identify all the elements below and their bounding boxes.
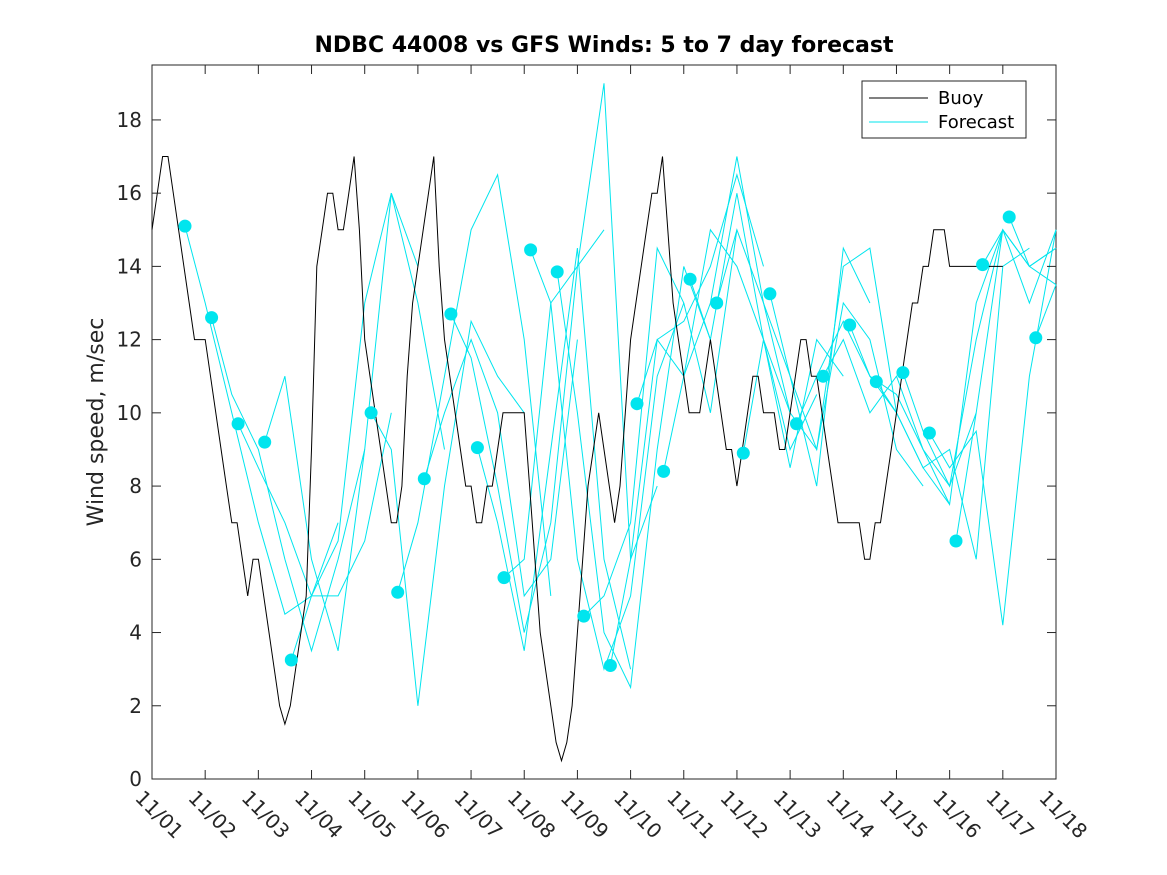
forecast-line-30 [1035, 284, 1057, 338]
forecast-marker-17 [683, 272, 697, 286]
forecast-line-12 [556, 266, 711, 690]
buoy-line-group [151, 156, 1003, 763]
x-tick-label-4: 11/05 [343, 786, 401, 844]
y-tick-label-6: 12 [117, 328, 142, 352]
x-tick-label-3: 11/04 [290, 786, 348, 844]
forecast-marker-26 [922, 426, 936, 440]
x-tick-label-8: 11/09 [556, 786, 614, 844]
forecast-markers [178, 210, 1043, 672]
forecast-marker-22 [816, 369, 830, 383]
y-tick-label-2: 4 [129, 621, 142, 645]
y-axis-ticks: 0 2 4 6 8 10 12 14 16 18 [117, 108, 1056, 791]
forecast-line-11 [530, 249, 685, 671]
x-tick-label-16: 11/17 [981, 786, 1039, 844]
x-tick-label-7: 11/08 [503, 786, 561, 844]
forecast-line-1 [211, 317, 366, 653]
forecast-line-14 [609, 173, 764, 666]
forecast-marker-9 [470, 441, 484, 455]
forecast-marker-2 [231, 417, 245, 431]
y-tick-label-5: 10 [117, 401, 142, 425]
forecast-marker-8 [444, 307, 458, 321]
chart-title: NDBC 44008 vs GFS Winds: 5 to 7 day fore… [315, 33, 894, 58]
forecast-marker-13 [577, 609, 591, 623]
forecast-line-23 [849, 229, 1004, 507]
forecast-marker-16 [657, 464, 671, 478]
forecast-marker-12 [550, 265, 564, 279]
forecast-line-6 [397, 173, 552, 596]
y-tick-label-9: 18 [117, 108, 142, 132]
forecast-marker-4 [284, 653, 298, 667]
axes-box [151, 64, 1057, 780]
forecast-marker-7 [417, 472, 431, 486]
y-tick-label-3: 6 [129, 547, 142, 571]
x-tick-label-0: 11/01 [130, 786, 188, 844]
forecast-marker-21 [790, 417, 803, 431]
forecast-marker-24 [869, 375, 883, 389]
forecast-marker-25 [896, 366, 910, 380]
y-axis-label: Wind speed, m/sec [84, 318, 109, 527]
forecast-marker-6 [391, 585, 405, 599]
forecast-marker-1 [205, 311, 219, 325]
y-tick-label-0: 0 [129, 767, 142, 791]
forecast-marker-3 [258, 435, 272, 449]
forecast-lines [184, 83, 1057, 706]
legend: Buoy Forecast [861, 80, 1027, 139]
forecast-marker-11 [524, 243, 538, 257]
forecast-line-20 [769, 293, 924, 487]
x-tick-label-15: 11/16 [928, 786, 986, 844]
x-tick-label-10: 11/11 [662, 786, 720, 844]
legend-buoy-label: Buoy [938, 88, 984, 109]
forecast-line-26 [928, 229, 1057, 626]
forecast-line-13 [583, 229, 738, 617]
forecast-line-9 [476, 248, 632, 670]
forecast-line-7 [423, 338, 578, 598]
x-tick-label-5: 11/06 [396, 786, 454, 844]
forecast-line-4 [290, 193, 445, 661]
x-tick-label-1: 11/02 [184, 786, 242, 844]
legend-forecast-label: Forecast [938, 112, 1014, 133]
forecast-marker-10 [497, 571, 511, 585]
forecast-marker-30 [1029, 331, 1043, 345]
x-tick-label-2: 11/03 [237, 786, 295, 844]
x-tick-label-13: 11/14 [822, 786, 880, 844]
y-tick-label-8: 16 [117, 181, 142, 205]
y-tick-label-7: 14 [117, 254, 142, 278]
forecast-marker-0 [178, 219, 192, 233]
y-tick-label-1: 2 [129, 694, 142, 718]
y-tick-label-4: 8 [129, 474, 142, 498]
x-tick-label-17: 11/18 [1034, 786, 1092, 844]
forecast-marker-15 [630, 397, 644, 411]
forecast-line-28 [982, 228, 1057, 305]
buoy-line [151, 156, 1003, 763]
forecast-marker-27 [949, 534, 963, 548]
x-tick-label-9: 11/10 [609, 786, 667, 844]
x-tick-label-6: 11/07 [450, 786, 508, 844]
legend-box [861, 80, 1027, 139]
forecast-marker-18 [710, 296, 724, 310]
forecast-marker-19 [736, 446, 750, 460]
forecast-marker-28 [976, 258, 990, 272]
forecast-line-29 [1008, 216, 1057, 268]
forecast-marker-29 [1002, 210, 1016, 224]
forecast-marker-23 [843, 318, 857, 332]
x-tick-label-12: 11/13 [769, 786, 827, 844]
forecast-line-5 [370, 319, 525, 706]
forecast-marker-14 [603, 659, 617, 672]
x-tick-label-14: 11/15 [875, 786, 933, 844]
forecast-marker-20 [763, 287, 777, 301]
x-tick-label-11: 11/12 [715, 786, 773, 844]
forecast-marker-5 [364, 406, 378, 420]
